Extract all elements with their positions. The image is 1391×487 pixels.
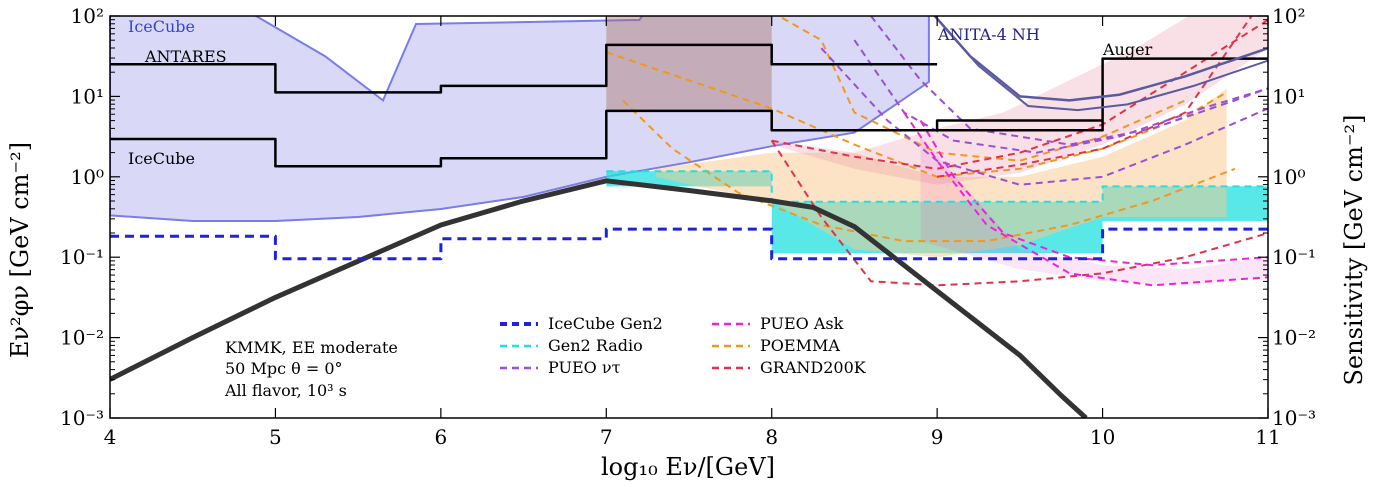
antares-band [606, 44, 772, 111]
series-anita-lower [933, 16, 1268, 112]
y-tick-label-right: 10¹ [1272, 84, 1305, 108]
series-icecube [110, 109, 1103, 168]
annotation-line-1: KMMK, EE moderate [225, 338, 398, 357]
icecube-band [110, 16, 930, 222]
x-tick-label: 9 [931, 425, 944, 449]
y-tick-label: 10⁻¹ [60, 245, 104, 269]
series-kmmk-ee-moderate [110, 178, 1088, 418]
y-tick-label: 10² [71, 4, 104, 28]
y-tick-label: 10¹ [71, 84, 104, 108]
x-axis-title: log₁₀ Eν/[GeV] [601, 453, 775, 481]
y-tick-label: 10⁰ [71, 165, 104, 189]
series-antares [110, 43, 938, 94]
label-icecube-mid: IceCube [128, 149, 195, 168]
pueo-ask-curve-2 [903, 111, 1268, 287]
antares-upper-band [606, 16, 772, 45]
y-tick-label-right: 10⁻¹ [1272, 245, 1316, 269]
legend-label: IceCube Gen2 [548, 314, 663, 333]
y-tick-label-right: 10⁻³ [1272, 406, 1316, 430]
series-auger [771, 57, 1268, 132]
y-tick-label: 10⁻² [60, 326, 104, 350]
legend-label: Gen2 Radio [548, 336, 643, 355]
y-axis-title-right: Sensitivity [GeV cm⁻²] [1340, 114, 1368, 385]
annotation-line-2: 50 Mpc θ = 0° [225, 359, 343, 378]
grand-curve-lower [770, 140, 1268, 287]
label-antares: ANTARES [144, 47, 227, 66]
pueo-tau-curve-1 [820, 47, 1268, 186]
y-tick-label-right: 10² [1272, 4, 1305, 28]
x-tick-label: 8 [765, 425, 778, 449]
label-icecube-top: IceCube [128, 17, 195, 36]
x-tick-label: 5 [269, 425, 282, 449]
x-tick-label: 4 [104, 425, 117, 449]
poemma-curve-top [776, 16, 1186, 162]
legend-label: PUEO Ask [760, 314, 844, 333]
legend: IceCube Gen2 Gen2 Radio PUEO ντ PUEO Ask POE… [500, 314, 867, 377]
plot-area [110, 16, 1268, 418]
pueo-tau-curve-3 [870, 16, 1268, 146]
label-auger: Auger [1102, 40, 1153, 59]
pueo-ask-curve-1 [919, 119, 1268, 267]
label-anita: ANITA-4 NH [937, 25, 1040, 44]
legend-label: GRAND200K [760, 358, 867, 377]
x-tick-label: 11 [1255, 425, 1280, 449]
y-tick-label-right: 10⁻² [1272, 326, 1316, 350]
poemma-curve-lower [622, 99, 1236, 243]
annotation-line-3: All flavor, 10³ s [224, 381, 347, 400]
grand-curve-upper [771, 19, 1268, 170]
x-tick-label: 6 [434, 425, 447, 449]
y-tick-label-right: 10⁰ [1272, 165, 1305, 189]
gen2-radio-curve [606, 170, 1268, 203]
y-tick-label: 10⁻³ [60, 406, 104, 430]
annotation-box: KMMK, EE moderate 50 Mpc θ = 0° All flav… [224, 338, 398, 400]
x-tick-label: 7 [600, 425, 613, 449]
x-tick-label: 10 [1090, 425, 1115, 449]
poemma-band [655, 88, 1227, 258]
y-axis-title: Eν²φν [GeV cm⁻²] [6, 142, 34, 358]
legend-label: POEMMA [760, 336, 840, 355]
legend-label: PUEO ντ [548, 358, 621, 377]
pueo-ask-band [920, 136, 1268, 286]
plot-frame [109, 15, 1269, 419]
series-icecube-gen2 [110, 227, 1268, 261]
